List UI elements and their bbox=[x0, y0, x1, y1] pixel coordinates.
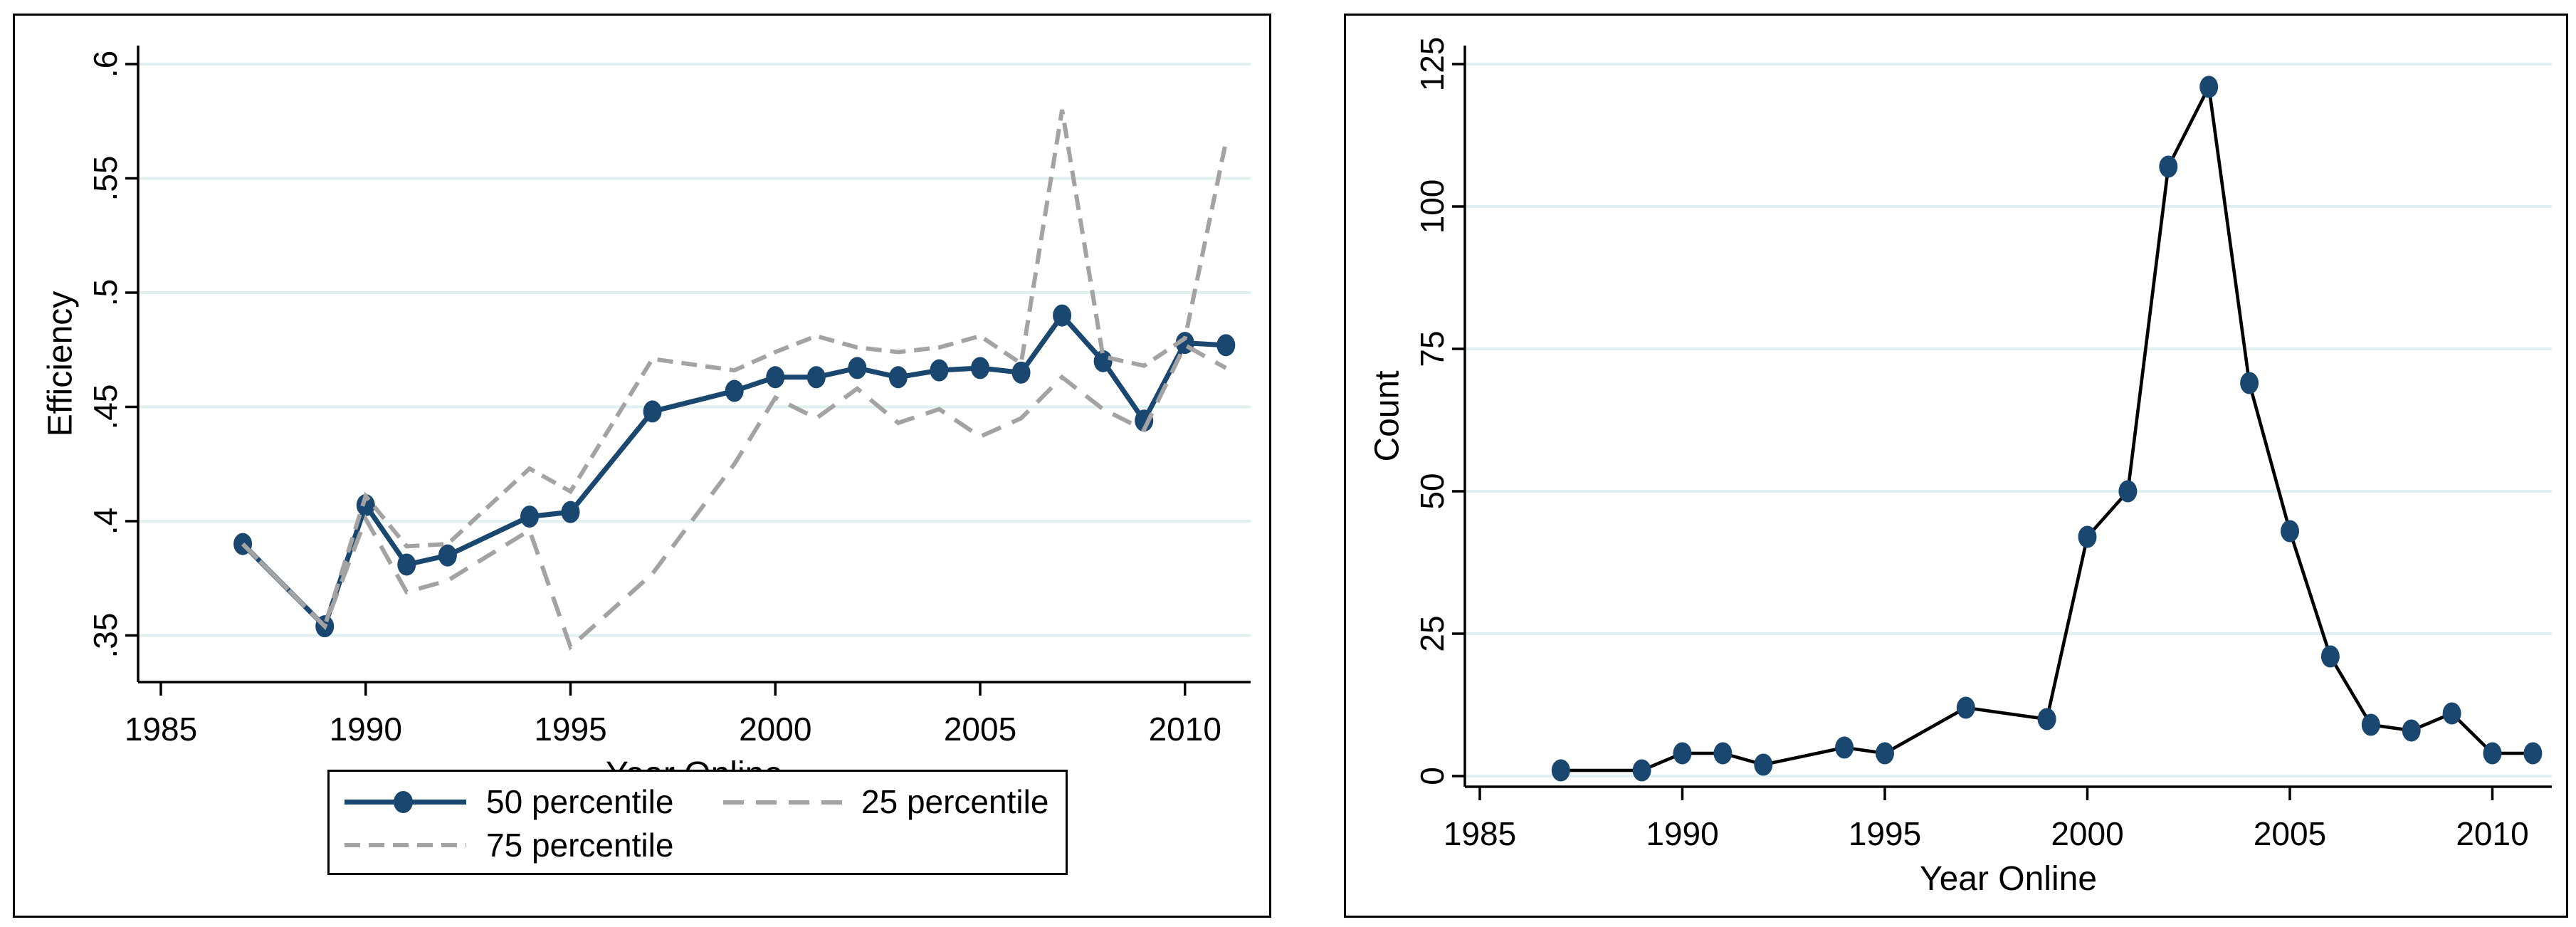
legend-label-50-percentile: 50 percentile bbox=[486, 783, 674, 820]
legend-label-25-percentile: 25 percentile bbox=[861, 783, 1049, 820]
legend-75-line-glyph bbox=[345, 843, 466, 847]
legend: 50 percentile 25 percentile 75 percentil… bbox=[327, 770, 1068, 875]
legend-50-marker-icon bbox=[394, 791, 413, 813]
count-panel bbox=[1344, 14, 2568, 918]
legend-25-line-glyph bbox=[723, 800, 842, 805]
legend-label-75-percentile: 75 percentile bbox=[486, 827, 674, 864]
